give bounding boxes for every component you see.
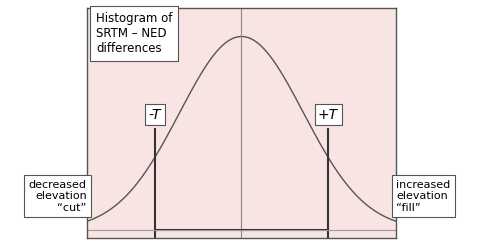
- Text: decreased
elevation
“cut”: decreased elevation “cut”: [28, 180, 86, 213]
- Text: -T: -T: [149, 108, 161, 122]
- Text: increased
elevation
“fill”: increased elevation “fill”: [397, 180, 451, 213]
- Text: +T: +T: [318, 108, 338, 122]
- Text: Histogram of
SRTM – NED
differences: Histogram of SRTM – NED differences: [96, 12, 172, 55]
